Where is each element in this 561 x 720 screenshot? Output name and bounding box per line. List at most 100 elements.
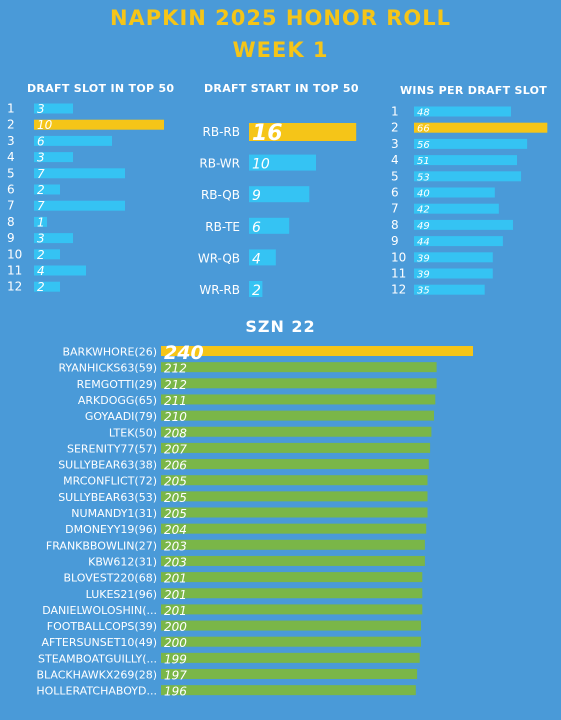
szn-player-label: DMONEYY19(96) [65, 523, 157, 536]
draft-slot-label: 4 [7, 150, 15, 164]
wins-slot-bar [414, 219, 513, 230]
szn-value: 200 [164, 620, 187, 634]
szn-player-label: GOYAADI(79) [85, 410, 157, 423]
draft-start-bar [249, 281, 263, 297]
wins-slot-value: 35 [417, 286, 430, 297]
szn-player-label: BARKWHORE(26) [62, 346, 157, 359]
draft-slot-value: 6 [37, 134, 45, 148]
szn-value: 208 [164, 426, 187, 440]
draft-slot-label: 8 [7, 215, 15, 229]
draft-start-label: RB-RB [203, 125, 240, 139]
szn-bar [161, 588, 423, 599]
draft-slot-bar [34, 119, 164, 130]
szn-bar [161, 475, 428, 486]
szn-player-label: NUMANDY1(31) [71, 507, 157, 520]
szn-value: 212 [164, 362, 187, 376]
szn-bar [161, 555, 425, 566]
szn-player-label: LTEK(50) [109, 426, 157, 439]
draft-slot-bar [34, 103, 73, 114]
wins-slot-bar [414, 138, 528, 149]
szn-player-label: BLACKHAWKX269(28) [36, 669, 157, 682]
szn-value: 197 [164, 669, 187, 683]
wins-slot-label: 4 [391, 153, 399, 167]
szn-player-label: FOOTBALLCOPS(39) [47, 620, 157, 633]
szn-player-label: REMGOTTI(29) [77, 378, 157, 391]
wins-slot-bar [414, 203, 499, 214]
draft-slot-bar [34, 216, 47, 227]
szn-bar [161, 362, 437, 373]
szn-bar [161, 685, 416, 696]
draft-slot-bar [34, 152, 73, 163]
draft-slot-label: 3 [7, 134, 15, 148]
szn-player-label: KBW612(31) [88, 555, 157, 568]
wins-slot-value: 53 [417, 172, 430, 183]
draft-start-bar [249, 186, 310, 203]
szn-bar [161, 346, 473, 356]
draft-start-value: 2 [252, 283, 261, 299]
szn-bar [161, 652, 420, 663]
wins-slot-value: 51 [417, 156, 430, 167]
szn-value: 205 [164, 475, 187, 489]
draft-slot-label: 7 [7, 199, 15, 213]
szn-bar [161, 459, 429, 470]
szn-value: 210 [164, 410, 187, 424]
szn-bar [161, 620, 421, 631]
szn-bar [161, 491, 428, 502]
draft-start-bar [249, 217, 290, 234]
wins-slot-value: 49 [417, 221, 430, 232]
draft-slot-value: 2 [37, 280, 45, 294]
szn-player-label: AFTERSUNSET10(49) [42, 636, 157, 649]
draft-slot-label: 5 [7, 166, 15, 180]
wins-slot-label: 9 [391, 234, 399, 248]
szn-bar [161, 442, 431, 453]
wins-slot-value: 56 [417, 140, 430, 151]
draft-start-label: RB-WR [199, 157, 240, 171]
szn-player-label: ARKDOGG(65) [78, 394, 157, 407]
szn-bar [161, 539, 425, 550]
wins-slot-value: 39 [417, 270, 430, 281]
szn-bar [161, 523, 427, 534]
wins-slot-bar [414, 106, 511, 117]
draft-slot-value: 10 [37, 118, 53, 132]
draft-slot-label: 10 [7, 247, 22, 261]
szn-value: 212 [164, 378, 187, 392]
draft-slot-bar [34, 200, 125, 211]
wins-slot-bar [414, 122, 548, 133]
szn-player-label: HOLLERATCHABOYD... [36, 685, 157, 698]
szn-value: 203 [164, 539, 187, 553]
wins-slot-label: 11 [391, 267, 406, 281]
wins-slot-value: 66 [417, 124, 430, 135]
draft-slot-value: 2 [37, 248, 45, 262]
draft-slot-bar [34, 265, 86, 276]
szn-bar [161, 507, 428, 518]
szn-player-label: BLOVEST220(68) [64, 572, 158, 585]
draft-slot-label: 2 [7, 118, 15, 132]
draft-start-bar [249, 154, 316, 171]
szn-value: 201 [164, 604, 187, 618]
wins-slot-label: 10 [391, 250, 406, 264]
draft-slot-bar [34, 184, 60, 195]
wins-slot-bar [414, 268, 493, 279]
draft-slot-bar [34, 135, 112, 146]
szn-value: 240 [164, 342, 204, 364]
szn-player-label: MRCONFLICT(72) [63, 475, 157, 488]
wins-slot-label: 8 [391, 218, 399, 232]
wins-slot-bar [414, 284, 485, 295]
szn-bar [161, 572, 423, 583]
draft-slot-bar [34, 168, 125, 179]
draft-slot-label: 1 [7, 102, 15, 116]
szn-bar [161, 636, 421, 647]
szn-value: 205 [164, 507, 187, 521]
szn-player-label: LUKES21(96) [86, 588, 157, 601]
draft-start-value: 16 [252, 121, 283, 146]
szn-chart-title: SZN 22 [245, 317, 316, 336]
szn-player-label: FRANKBBOWLIN(27) [46, 539, 157, 552]
draft-start-label: RB-TE [205, 220, 240, 234]
draft-start-bar [249, 123, 357, 141]
page-title: NAPKIN 2025 HONOR ROLL [109, 6, 452, 30]
wins-slot-label: 7 [391, 202, 399, 216]
draft-slot-value: 4 [37, 264, 45, 278]
szn-bar [161, 394, 436, 405]
szn-value: 205 [164, 491, 187, 505]
